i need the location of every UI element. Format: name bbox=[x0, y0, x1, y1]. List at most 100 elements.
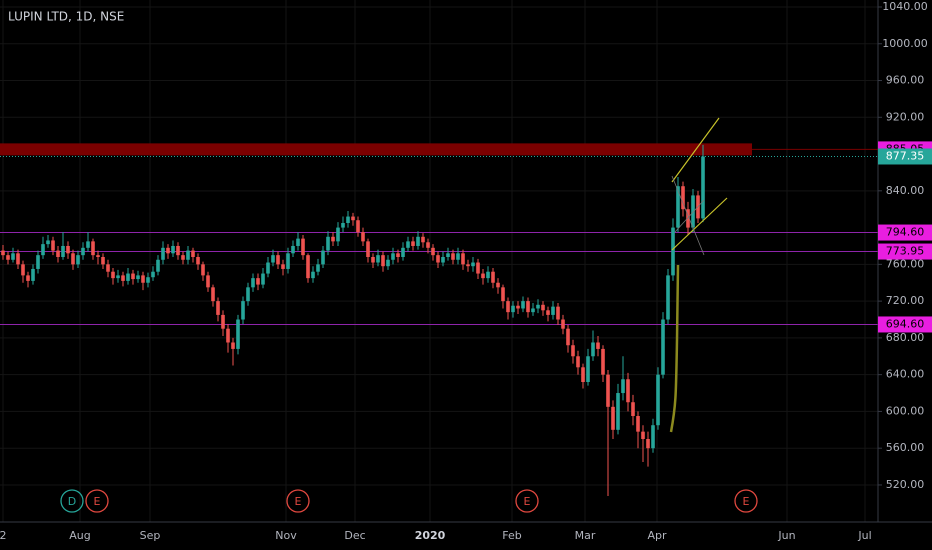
candle-body bbox=[376, 255, 380, 263]
candle-body bbox=[76, 255, 80, 265]
candle-body bbox=[426, 242, 430, 248]
level-badge bbox=[878, 316, 932, 333]
candle-body bbox=[251, 278, 255, 288]
candle-body bbox=[516, 305, 520, 309]
candle-body bbox=[616, 393, 620, 430]
candle-body bbox=[291, 245, 295, 254]
channel-upper bbox=[671, 117, 720, 183]
candle-body bbox=[471, 262, 475, 267]
candle-body bbox=[316, 264, 320, 272]
candle-body bbox=[336, 227, 340, 242]
candle-body bbox=[496, 282, 500, 288]
candle-body bbox=[96, 255, 100, 258]
candle-body bbox=[391, 253, 395, 260]
y-tick-label: 680.00 bbox=[886, 331, 925, 344]
candle-body bbox=[566, 328, 570, 346]
candle-body bbox=[571, 345, 575, 357]
candle-body bbox=[511, 305, 515, 313]
candle-body bbox=[256, 278, 260, 285]
candle-body bbox=[601, 348, 605, 375]
candle-body bbox=[561, 319, 565, 329]
candle-body bbox=[651, 425, 655, 449]
level-badge bbox=[878, 243, 932, 260]
candle-body bbox=[481, 273, 485, 279]
candle-body bbox=[101, 257, 105, 265]
candle-body bbox=[661, 319, 665, 375]
candle-body bbox=[296, 238, 300, 246]
candle-body bbox=[151, 271, 155, 278]
candle-body bbox=[556, 306, 560, 320]
candle-body bbox=[386, 259, 390, 267]
candle-body bbox=[356, 220, 360, 233]
candle-body bbox=[61, 245, 65, 258]
candle-body bbox=[131, 273, 135, 280]
candle-body bbox=[436, 255, 440, 263]
candle-body bbox=[86, 241, 90, 248]
candle-body bbox=[321, 250, 325, 265]
candle-body bbox=[206, 275, 210, 288]
y-tick-label: 640.00 bbox=[886, 368, 925, 381]
candle-body bbox=[546, 310, 550, 315]
candle-body bbox=[371, 257, 375, 263]
y-tick-label: 840.00 bbox=[886, 184, 925, 197]
level-badge bbox=[878, 224, 932, 241]
x-tick-label: Jun bbox=[777, 529, 795, 542]
candle-body bbox=[396, 253, 400, 258]
candle-body bbox=[586, 356, 590, 383]
event-marker bbox=[286, 489, 310, 513]
candle-body bbox=[636, 416, 640, 432]
arrow-path bbox=[669, 264, 680, 433]
candle-body bbox=[36, 255, 40, 269]
candle-body bbox=[476, 262, 480, 274]
price-axis bbox=[878, 0, 932, 550]
candle-body bbox=[281, 264, 285, 269]
candle-body bbox=[261, 273, 265, 285]
y-tick-label: 560.00 bbox=[886, 441, 925, 454]
candle-body bbox=[176, 245, 180, 256]
y-tick-label: 520.00 bbox=[886, 478, 925, 491]
candle-body bbox=[141, 275, 145, 283]
candle-body bbox=[6, 255, 10, 260]
channel-lower bbox=[671, 197, 728, 251]
candle-body bbox=[126, 273, 130, 281]
candle-body bbox=[266, 262, 270, 274]
x-tick-label: Aug bbox=[69, 529, 90, 542]
candle-body bbox=[341, 222, 345, 228]
candle-body bbox=[106, 264, 110, 272]
candle-body bbox=[241, 301, 245, 320]
candle-body bbox=[31, 268, 35, 281]
candle-body bbox=[621, 379, 625, 394]
event-label: D bbox=[68, 495, 76, 508]
trend-line bbox=[674, 199, 705, 233]
candle-body bbox=[591, 342, 595, 357]
candle-body bbox=[641, 431, 645, 439]
event-label: E bbox=[524, 495, 531, 508]
candle-body bbox=[26, 275, 30, 281]
candle-body bbox=[331, 236, 335, 242]
last-price-badge bbox=[878, 148, 932, 165]
candle-body bbox=[411, 241, 415, 246]
candle-body bbox=[576, 356, 580, 368]
candle-body bbox=[446, 253, 450, 258]
candle-body bbox=[541, 304, 545, 311]
candle-body bbox=[41, 244, 45, 256]
event-marker bbox=[85, 489, 109, 513]
candle-body bbox=[161, 247, 165, 260]
candle-body bbox=[361, 232, 365, 242]
candle-body bbox=[81, 247, 85, 256]
candle-body bbox=[686, 209, 690, 228]
candle-body bbox=[306, 255, 310, 279]
candle-body bbox=[606, 374, 610, 407]
candle-body bbox=[701, 156, 705, 219]
levels bbox=[0, 143, 878, 325]
y-tick-label: 720.00 bbox=[886, 294, 925, 307]
candle-body bbox=[231, 342, 235, 349]
candle-body bbox=[551, 306, 555, 315]
candle-body bbox=[201, 264, 205, 276]
event-marker bbox=[60, 489, 84, 513]
x-tick-label: Jul bbox=[857, 529, 871, 542]
candle-body bbox=[51, 240, 55, 251]
candle-body bbox=[11, 253, 15, 260]
